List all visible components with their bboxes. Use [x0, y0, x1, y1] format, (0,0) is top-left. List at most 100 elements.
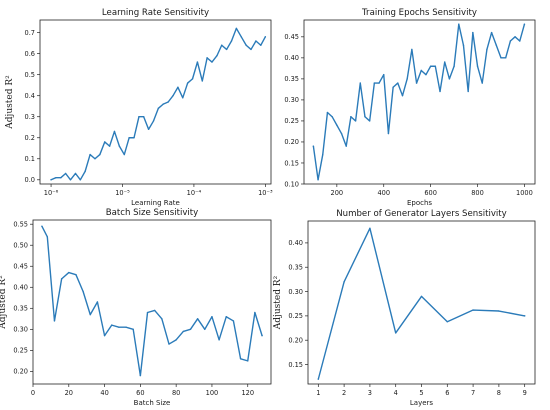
data-point	[406, 78, 408, 80]
y-tick-label: 0.4	[25, 92, 36, 100]
data-point	[108, 145, 111, 147]
x-tick-label: 10⁻⁴	[187, 189, 202, 197]
data-point	[201, 80, 203, 82]
data-point	[64, 172, 67, 175]
data-point	[232, 320, 235, 322]
data-point	[429, 65, 432, 67]
data-point	[99, 153, 101, 156]
plot-frame	[303, 19, 536, 185]
x-axis-label: Layers	[410, 399, 434, 407]
data-point	[89, 153, 91, 156]
data-point	[350, 116, 352, 118]
data-point	[378, 82, 380, 84]
data-point	[69, 179, 72, 181]
data-point	[182, 330, 185, 333]
data-point	[439, 90, 441, 93]
y-tick-label: 0.20	[284, 138, 299, 146]
data-point	[411, 48, 413, 51]
x-axis-label: Batch Size	[134, 399, 171, 407]
data-point	[128, 137, 130, 139]
data-point	[60, 278, 63, 280]
data-point	[182, 97, 184, 99]
y-tick-label: 0.50	[13, 242, 28, 250]
data-point	[216, 55, 218, 57]
data-point	[133, 137, 135, 139]
data-point	[84, 170, 86, 173]
y-tick-label: 0.2	[25, 134, 36, 142]
data-point	[354, 120, 357, 122]
data-point	[397, 82, 399, 84]
y-tick-label: 0.45	[13, 263, 28, 271]
data-point	[519, 40, 521, 42]
data-point	[41, 225, 43, 228]
data-point	[472, 31, 474, 34]
x-tick-label: 10⁻³	[258, 189, 273, 197]
data-point	[162, 103, 164, 105]
data-point	[206, 57, 208, 59]
x-tick-label: 3	[368, 389, 372, 397]
x-tick-label: 200	[331, 189, 344, 197]
y-tick-label: 0.35	[13, 305, 28, 313]
data-point	[458, 23, 460, 25]
y-axis-label: Adjusted R²	[0, 275, 8, 330]
data-point	[186, 82, 189, 84]
data-point	[420, 295, 423, 298]
x-tick-label: 7	[471, 389, 475, 397]
x-tick-label: 9	[523, 389, 527, 397]
data-point	[96, 301, 99, 303]
data-point	[260, 44, 262, 46]
data-point	[103, 334, 106, 337]
data-point	[317, 179, 319, 181]
data-point	[345, 145, 347, 147]
data-point	[196, 318, 199, 320]
x-tick-label: 20	[65, 389, 73, 397]
data-point	[125, 326, 127, 328]
x-axis-label: Epochs	[407, 199, 432, 207]
data-point	[230, 40, 233, 42]
data-point	[225, 316, 227, 318]
y-tick-label: 0.7	[25, 29, 36, 37]
data-point	[444, 61, 446, 63]
chart-title: Training Epochs Sensitivity	[361, 8, 477, 18]
data-point	[247, 360, 249, 362]
data-point	[476, 65, 479, 67]
x-tick-label: 40	[100, 389, 108, 397]
chart-lr: Learning Rate Sensitivity Learning Rate Ad…	[5, 8, 273, 207]
data-point	[500, 57, 502, 59]
data-point	[387, 132, 390, 135]
chart-title: Learning Rate Sensitivity	[102, 8, 209, 18]
data-point	[132, 328, 134, 331]
data-point	[369, 227, 371, 229]
y-axis-label: Adjusted R²	[273, 275, 283, 330]
data-point	[364, 116, 366, 118]
data-point	[336, 124, 338, 126]
data-point	[331, 116, 333, 118]
data-point	[46, 236, 49, 238]
x-tick-label: 5	[419, 389, 423, 397]
data-point	[147, 128, 150, 131]
data-point	[196, 61, 199, 63]
data-point	[239, 358, 242, 360]
data-point	[211, 61, 213, 63]
data-point	[514, 36, 516, 38]
data-point	[168, 343, 170, 345]
y-tick-label: 0.15	[284, 159, 299, 167]
x-tick-label: 8	[497, 389, 501, 397]
data-point	[89, 313, 91, 316]
x-axis-label: Learning Rate	[131, 199, 180, 207]
data-point	[486, 48, 488, 51]
y-tick-label: 0.20	[288, 337, 303, 345]
data-point	[495, 44, 498, 46]
data-point	[472, 309, 474, 311]
data-point	[204, 328, 206, 331]
x-tick-label: 600	[424, 189, 437, 197]
data-point	[523, 315, 526, 317]
x-tick-label: 120	[241, 389, 254, 397]
data-point	[250, 48, 252, 51]
data-point	[221, 44, 223, 46]
data-point	[55, 176, 57, 179]
data-point	[254, 311, 256, 314]
x-tick-label: 10⁻⁵	[115, 189, 130, 197]
y-tick-label: 0.30	[288, 288, 303, 296]
